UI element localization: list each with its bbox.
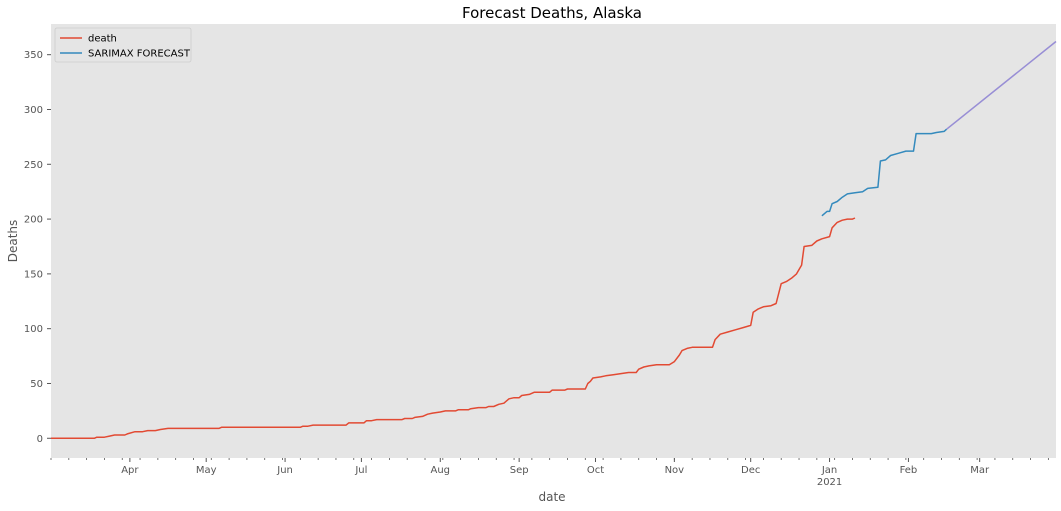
- x-tick-label: Feb: [900, 465, 918, 476]
- y-tick-label: 0: [37, 434, 43, 445]
- y-tick-label: 200: [24, 215, 43, 226]
- y-axis-title: Deaths: [6, 220, 20, 263]
- series-lines: [51, 40, 1057, 440]
- legend-label: SARIMAX FORECAST: [88, 49, 191, 60]
- x-tick-label: Jun: [276, 465, 293, 476]
- plot-area: [51, 24, 1056, 458]
- y-tick-label: 50: [30, 379, 43, 390]
- x-tick-label: Apr: [121, 465, 139, 476]
- x-axis-title: date: [538, 490, 565, 504]
- x-tick-label: May: [196, 465, 217, 476]
- x-tick-label: Oct: [587, 465, 604, 476]
- y-tick-label: 350: [24, 50, 43, 61]
- chart-title: Forecast Deaths, Alaska: [462, 4, 642, 22]
- series-line-2: [946, 40, 1057, 130]
- y-tick-label: 150: [24, 269, 43, 280]
- legend-label: death: [88, 34, 117, 45]
- x-tick-label: Mar: [970, 465, 990, 476]
- legend-box: [54, 27, 192, 63]
- x-tick-label: Dec: [741, 465, 760, 476]
- legend: death SARIMAX FORECAST: [54, 27, 192, 63]
- x-tick-label: Jul: [354, 465, 367, 476]
- x-tick-label: Nov: [665, 465, 685, 476]
- series-line-1: [821, 128, 948, 217]
- x-tick-label: Aug: [431, 465, 451, 476]
- y-tick-label: 100: [24, 324, 43, 335]
- series-line-0: [51, 217, 856, 440]
- x-tick-label: Jan: [821, 465, 837, 476]
- y-tick-label: 300: [24, 105, 43, 116]
- y-axis: 0 50 100 150 200 250 300 350: [24, 50, 51, 445]
- y-tick-label: 250: [24, 160, 43, 171]
- x-tick-label: Sep: [510, 465, 529, 476]
- x-tick-sublabel: 2021: [817, 477, 842, 488]
